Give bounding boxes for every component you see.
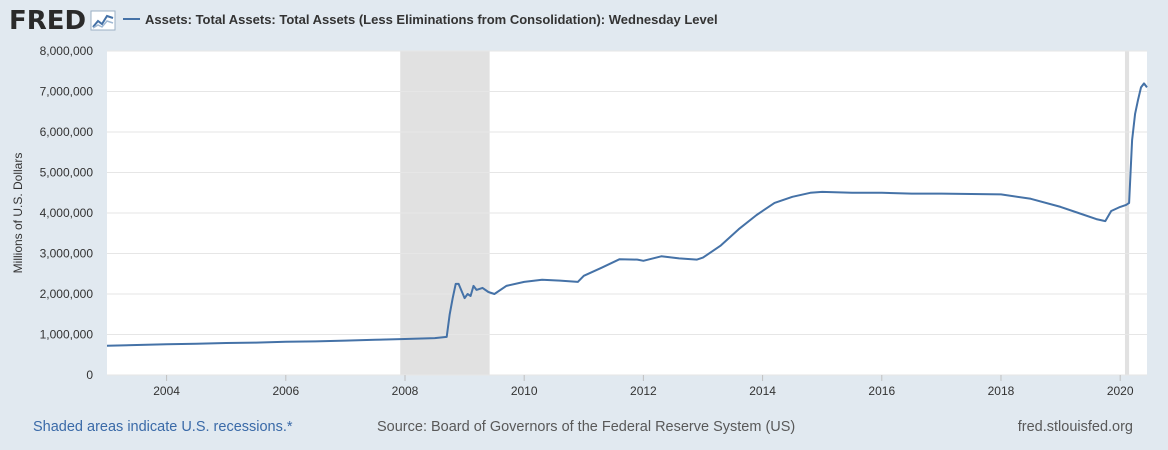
y-tick-label: 6,000,000 — [40, 125, 94, 139]
y-tick-label: 2,000,000 — [40, 287, 94, 301]
y-tick-label: 3,000,000 — [40, 247, 94, 261]
legend-label: Assets: Total Assets: Total Assets (Less… — [145, 12, 718, 27]
series-layer — [106, 82, 1148, 347]
x-axis-ticks: 2004 2006 2008 2010 2012 2014 2016 2018 2020 — [153, 375, 1134, 398]
fred-url-link[interactable]: fred.stlouisfed.org — [1017, 419, 1133, 435]
legend: Assets: Total Assets: Total Assets (Less… — [123, 12, 718, 27]
y-tick-label: 4,000,000 — [40, 206, 94, 220]
fred-logo-text: FRED — [9, 6, 86, 36]
y-tick-label: 8,000,000 — [40, 44, 94, 58]
chart-line-icon — [90, 10, 116, 31]
x-tick-label: 2016 — [868, 384, 895, 398]
y-tick-label: 7,000,000 — [40, 85, 94, 99]
series-line-1 — [106, 82, 1148, 347]
y-tick-label: 1,000,000 — [40, 328, 94, 342]
source-text: Source: Board of Governors of the Federa… — [377, 419, 796, 435]
recession-note-link[interactable]: Shaded areas indicate U.S. recessions.* — [33, 419, 293, 435]
x-tick-label: 2014 — [749, 384, 776, 398]
x-tick-label: 2010 — [511, 384, 538, 398]
x-tick-label: 2008 — [392, 384, 419, 398]
x-tick-label: 2020 — [1107, 384, 1134, 398]
y-axis-label: Millions of U.S. Dollars — [11, 153, 25, 274]
fred-logo[interactable]: FRED — [9, 6, 116, 36]
x-tick-label: 2012 — [630, 384, 657, 398]
y-tick-label: 0 — [86, 368, 93, 382]
y-axis-ticks: 0 1,000,000 2,000,000 3,000,000 4,000,000 5,0… — [40, 44, 94, 382]
x-tick-label: 2018 — [988, 384, 1015, 398]
y-tick-label: 5,000,000 — [40, 166, 94, 180]
grid-lines — [107, 50, 1147, 376]
x-tick-label: 2006 — [272, 384, 299, 398]
x-tick-label: 2004 — [153, 384, 180, 398]
